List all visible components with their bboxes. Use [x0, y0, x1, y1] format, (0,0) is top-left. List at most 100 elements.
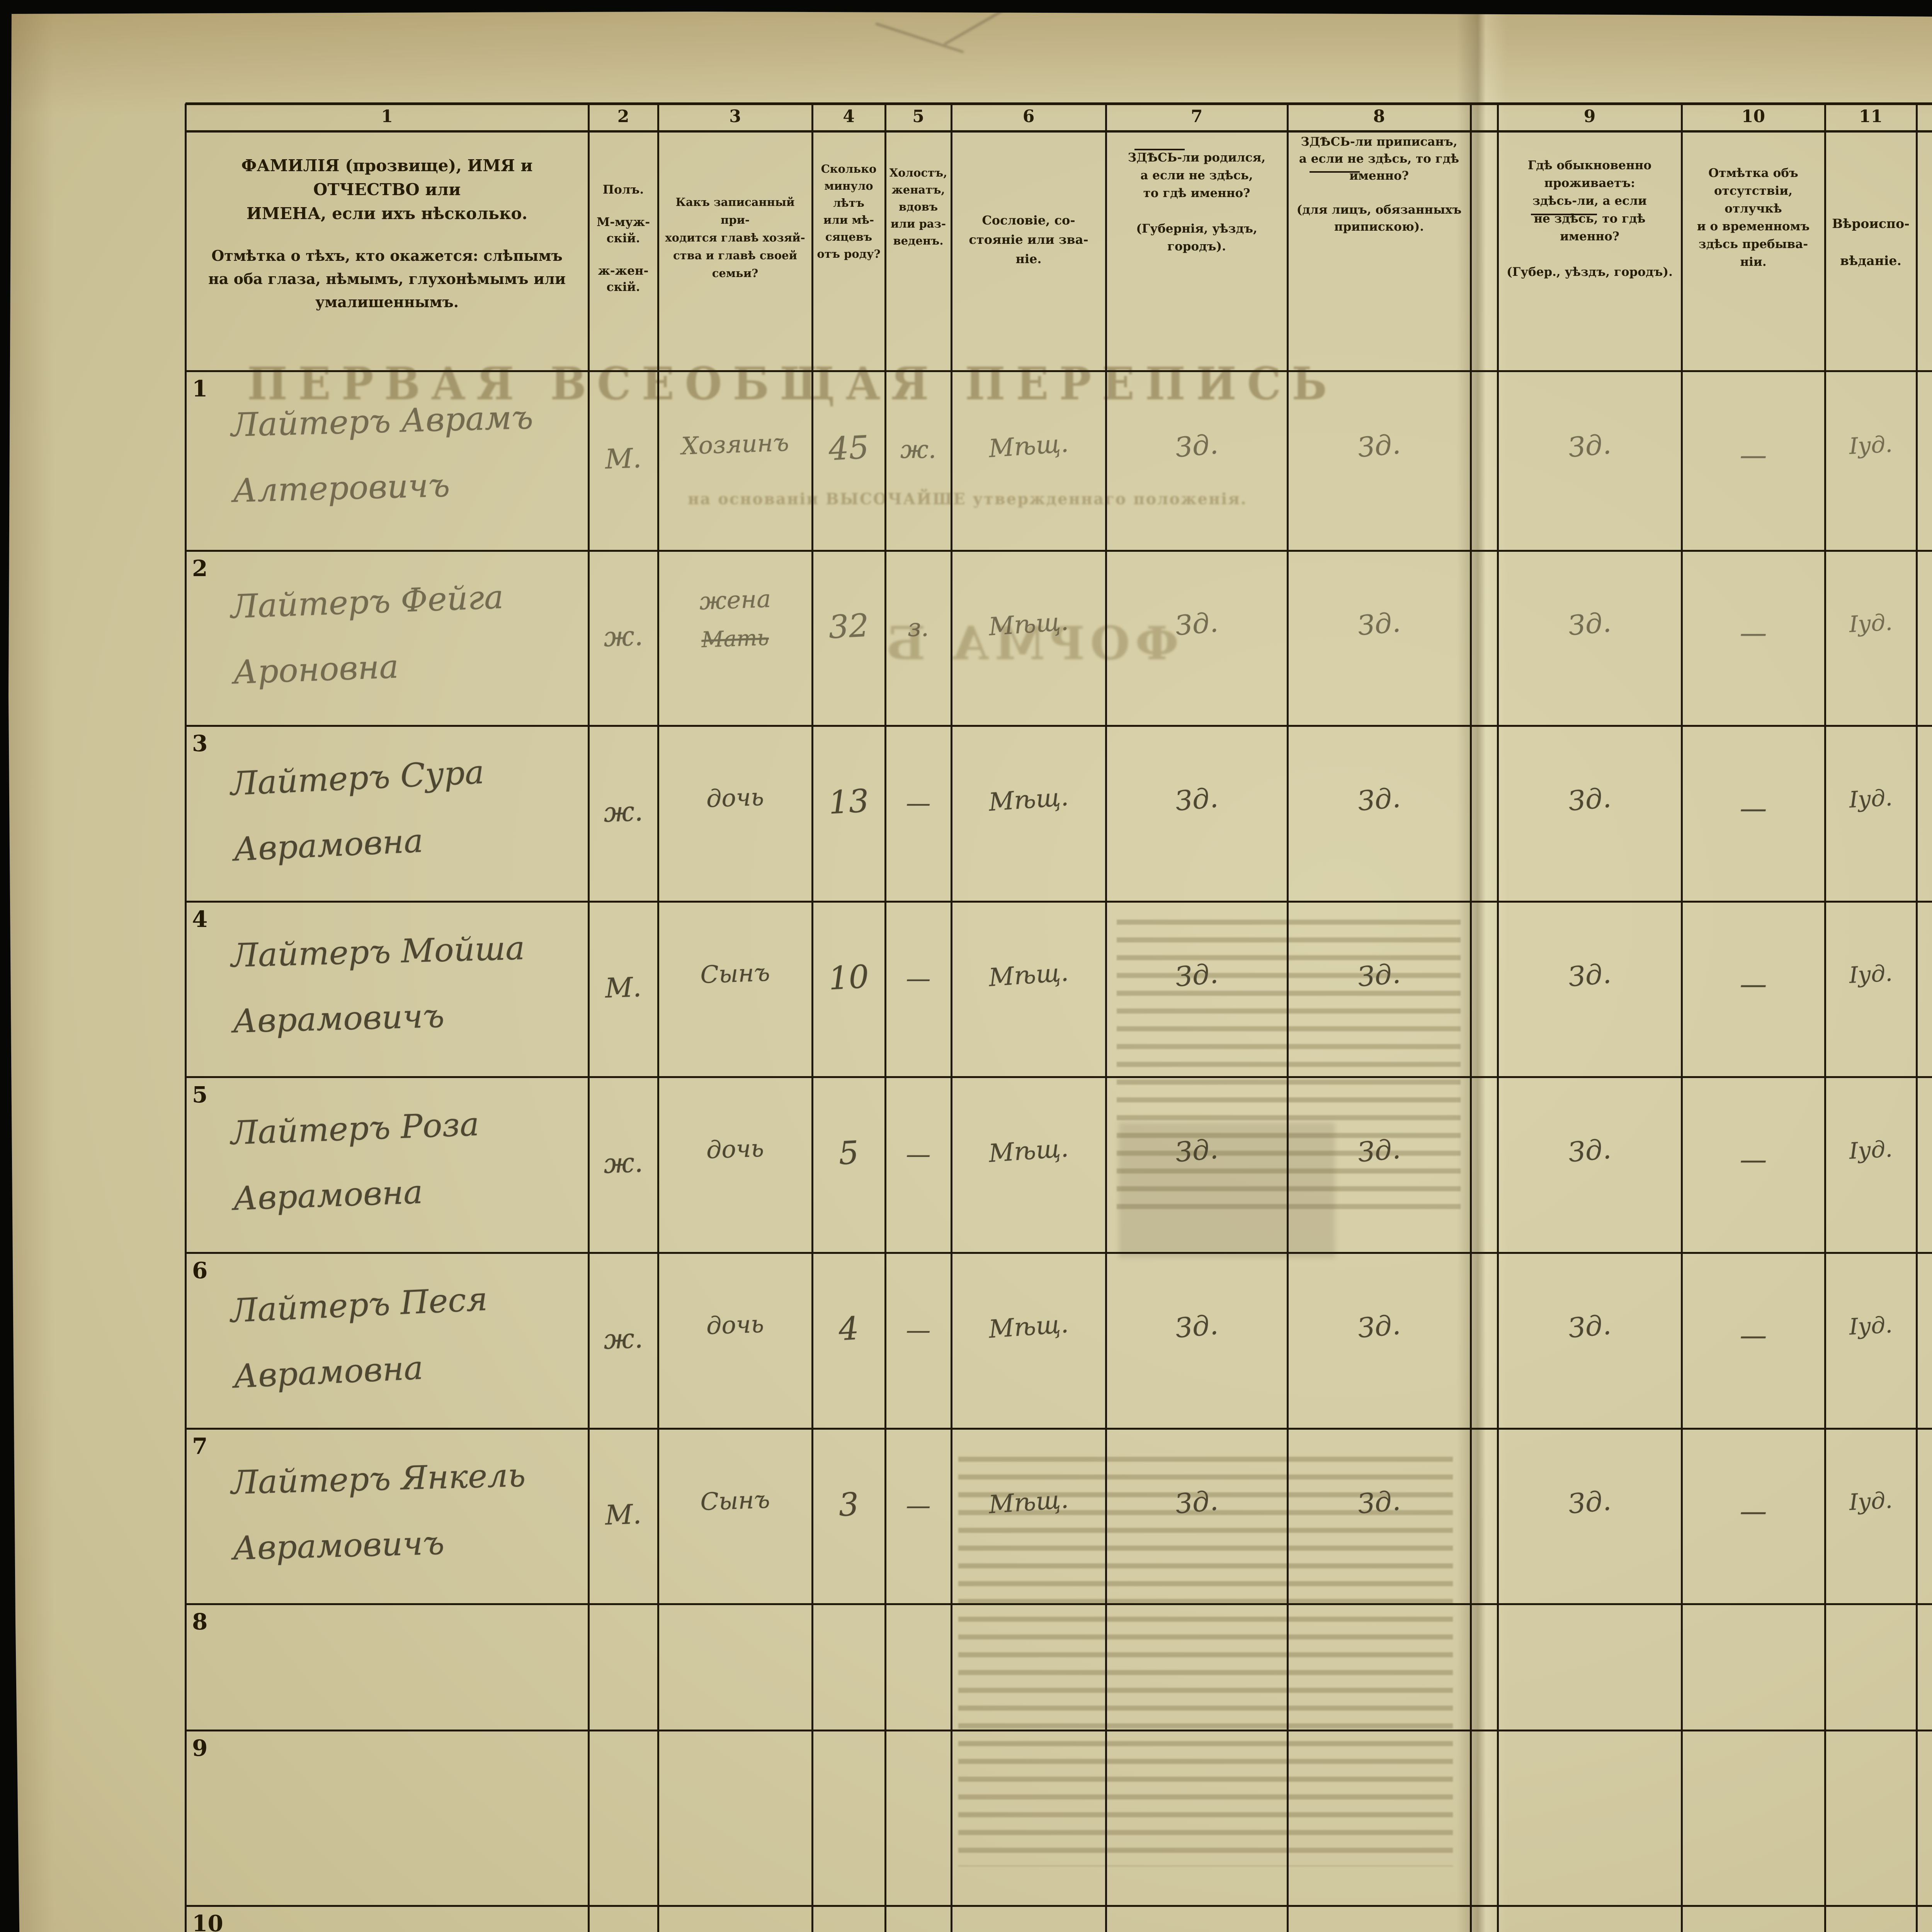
grid-line-vertical — [811, 104, 813, 1932]
cell-estate: Мѣщ. — [988, 1134, 1070, 1168]
column-header-7: ЗДѢСЬ-ли родился, а если не здѣсь, то гд… — [1128, 151, 1266, 253]
column-header-4: Сколько минуло лѣтъ или мѣ- сяцевъ отъ р… — [817, 162, 881, 260]
cell-native-language: евр. — [1916, 783, 1932, 814]
column-header-9: Гдѣ обыкновенно проживаетъ: здѣсь-ли, а … — [1507, 158, 1673, 279]
cell-native-language: евр. — [1916, 1134, 1932, 1165]
cell-residence: Зд. — [1567, 782, 1612, 817]
cell-sex: ж. — [603, 620, 644, 653]
grid-line-horizontal — [185, 102, 1932, 105]
cell-name: Лайтеръ Мойша Аврамовичъ — [230, 929, 526, 1041]
header-underline — [1134, 149, 1185, 150]
cell-registered: Зд. — [1356, 606, 1402, 642]
cell-residence: Зд. — [1567, 606, 1612, 642]
column-number-9: 9 — [1583, 107, 1596, 126]
cell-relation: дочь — [706, 1134, 765, 1164]
cell-native-language: евр. — [1916, 1310, 1932, 1341]
row-number-9: 9 — [192, 1735, 208, 1761]
grid-line-vertical — [1105, 104, 1107, 1932]
cell-absence-note: — — [1740, 1319, 1767, 1351]
column-number-10: 10 — [1741, 107, 1765, 126]
cell-religion: Іуд. — [1848, 784, 1893, 813]
cell-sex: М. — [604, 971, 642, 1004]
cell-religion: Іуд. — [1848, 431, 1893, 459]
column-header-6: Сословіе, со- стояніе или зва- ніе. — [969, 213, 1088, 266]
top-margin-mark — [875, 22, 964, 53]
cell-residence: Зд. — [1567, 1133, 1612, 1168]
column-number-3: 3 — [729, 107, 741, 126]
cell-relation: Сынъ — [700, 1485, 770, 1516]
row-number-3: 3 — [192, 730, 208, 757]
column-number-11: 11 — [1859, 107, 1883, 126]
cell-name: Лайтеръ Песя Аврамовна — [230, 1280, 488, 1396]
cell-name: Лайтеръ Сура Аврамовна — [230, 753, 485, 869]
cell-estate: Мѣщ. — [988, 1310, 1070, 1344]
cell-absence-note: — — [1740, 617, 1767, 649]
cell-marital-status: — — [906, 1492, 931, 1520]
grid-line-vertical — [1287, 104, 1289, 1932]
header-underline — [1310, 171, 1360, 173]
cell-sex: ж. — [603, 1146, 644, 1180]
cell-marital-status: ж. — [900, 435, 937, 464]
cell-registered: Зд. — [1356, 428, 1402, 464]
cell-native-language: евр. — [1916, 608, 1932, 639]
column-header-5: Холостъ, женатъ, вдовъ или раз- веденъ. — [889, 166, 947, 247]
grid-line-horizontal — [185, 130, 1932, 133]
grid-line-horizontal — [185, 1428, 1932, 1430]
row-number-5: 5 — [192, 1082, 208, 1108]
bleedthrough-subtitle: на основаніи ВЫСОЧАЙШЕ утвержденнаго пол… — [688, 490, 1247, 508]
cell-residence: Зд. — [1567, 1485, 1612, 1520]
cell-age: 32 — [827, 607, 870, 646]
cell-religion: Іуд. — [1848, 960, 1893, 989]
bleedthrough-text-block — [958, 1457, 1453, 1866]
column-number-7: 7 — [1190, 107, 1203, 126]
cell-birthplace: Зд. — [1174, 1309, 1219, 1344]
cell-relation: дочь — [706, 1310, 765, 1340]
cell-religion: Іуд. — [1848, 609, 1893, 638]
cell-absence-note: — — [1740, 792, 1767, 824]
grid-line-horizontal — [185, 550, 1932, 552]
cell-marital-status: — — [906, 789, 931, 818]
cell-residence: Зд. — [1567, 428, 1612, 464]
cell-absence-note: — — [1740, 439, 1767, 471]
column-header-8: ЗДѢСЬ-ли приписанъ, а если не здѣсь, то … — [1296, 135, 1462, 234]
cell-relation: дочь — [706, 782, 765, 813]
row-number-4: 4 — [192, 906, 208, 932]
column-header-1-main: ФАМИЛІЯ (прозвище), ИМЯ и ОТЧЕСТВО или И… — [241, 156, 533, 223]
column-number-8: 8 — [1373, 107, 1385, 126]
cell-age: 4 — [837, 1310, 860, 1348]
grid-line-horizontal — [185, 725, 1932, 727]
cell-age: 13 — [827, 782, 870, 821]
cell-religion: Іуд. — [1848, 1487, 1893, 1516]
cell-marital-status: з. — [907, 614, 929, 643]
cell-registered: Зд. — [1356, 1309, 1402, 1344]
paper-shading-top — [9, 12, 1932, 116]
grid-line-vertical — [588, 104, 590, 1932]
paper-shading-left — [9, 12, 54, 1932]
column-number-5: 5 — [912, 107, 924, 126]
bleedthrough-title: ПЕРВАЯ ВСЕОБЩАЯ ПЕРЕПИСЬ — [247, 357, 1338, 410]
cell-native-language: евр. — [1916, 1486, 1932, 1517]
grid-line-horizontal — [185, 901, 1932, 903]
cell-absence-note: — — [1740, 1143, 1767, 1175]
column-number-6: 6 — [1022, 107, 1035, 126]
column-number-2: 2 — [617, 107, 629, 126]
cell-estate: Мѣщ. — [988, 958, 1070, 993]
cell-sex: ж. — [603, 1322, 644, 1355]
cell-age: 10 — [827, 958, 870, 997]
cell-religion: Іуд. — [1848, 1135, 1893, 1164]
cell-age: 45 — [827, 429, 870, 468]
grid-line-horizontal — [185, 1905, 1932, 1907]
grid-line-horizontal — [185, 1730, 1932, 1731]
cell-marital-status: — — [906, 964, 931, 993]
column-header-2: Полъ. М-муж- скій. ж-жен- скій. — [596, 183, 650, 294]
cell-name: Лайтеръ Фейга Ароновна — [230, 578, 504, 692]
grid-line-vertical — [1470, 104, 1472, 1932]
row-number-7: 7 — [192, 1433, 208, 1459]
cell-marital-status: — — [906, 1140, 931, 1169]
column-header-11: Вѣроиспо- вѣданіе. — [1832, 216, 1910, 268]
top-margin-mark — [943, 12, 1012, 46]
grid-line-vertical — [1497, 104, 1499, 1932]
cell-name: Лайтеръ Аврамъ Алтеровичъ — [230, 398, 534, 510]
